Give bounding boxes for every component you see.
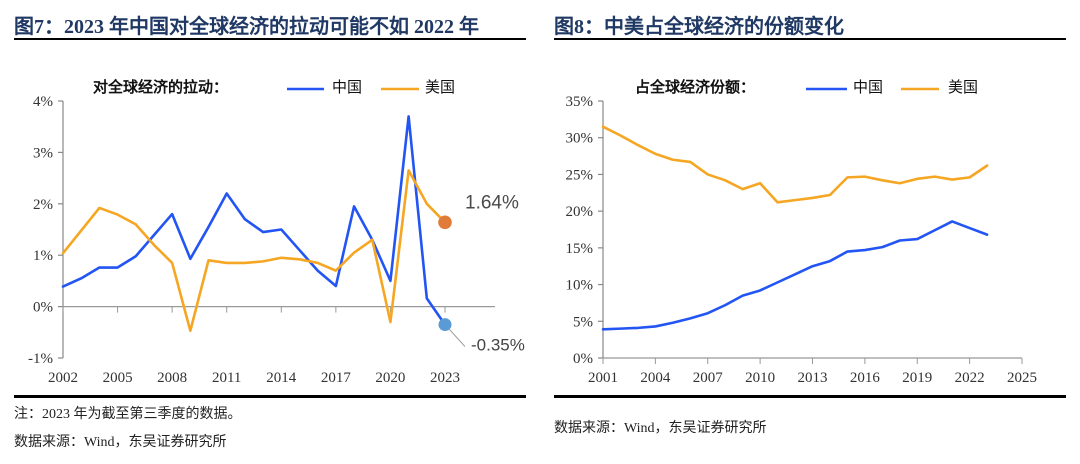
svg-text:2016: 2016 (850, 370, 881, 386)
svg-text:2023: 2023 (430, 370, 460, 386)
svg-text:2013: 2013 (798, 370, 828, 386)
svg-text:2011: 2011 (212, 370, 241, 386)
svg-text:0%: 0% (573, 351, 593, 367)
svg-text:2010: 2010 (745, 370, 775, 386)
svg-text:1%: 1% (33, 248, 53, 264)
svg-text:2004: 2004 (640, 370, 671, 386)
svg-text:4%: 4% (33, 94, 53, 110)
svg-text:10%: 10% (566, 278, 594, 294)
svg-text:-0.35%: -0.35% (471, 336, 525, 355)
svg-text:2%: 2% (33, 197, 53, 213)
svg-text:0%: 0% (33, 300, 53, 316)
svg-text:2008: 2008 (157, 370, 187, 386)
svg-text:5%: 5% (573, 314, 593, 330)
svg-text:20%: 20% (566, 204, 594, 220)
svg-text:2020: 2020 (375, 370, 405, 386)
svg-text:2022: 2022 (955, 370, 985, 386)
svg-text:15%: 15% (566, 241, 594, 257)
svg-text:25%: 25% (566, 167, 594, 183)
svg-text:2017: 2017 (321, 370, 352, 386)
svg-text:1.64%: 1.64% (465, 192, 519, 213)
svg-text:2002: 2002 (48, 370, 78, 386)
svg-text:35%: 35% (566, 94, 594, 110)
svg-text:30%: 30% (566, 131, 594, 147)
svg-text:2007: 2007 (693, 370, 724, 386)
svg-text:2025: 2025 (1007, 370, 1037, 386)
svg-text:3%: 3% (33, 145, 53, 161)
svg-text:2001: 2001 (588, 370, 618, 386)
svg-text:2019: 2019 (902, 370, 932, 386)
svg-text:2005: 2005 (103, 370, 133, 386)
svg-text:-1%: -1% (28, 351, 53, 367)
svg-text:2014: 2014 (266, 370, 297, 386)
